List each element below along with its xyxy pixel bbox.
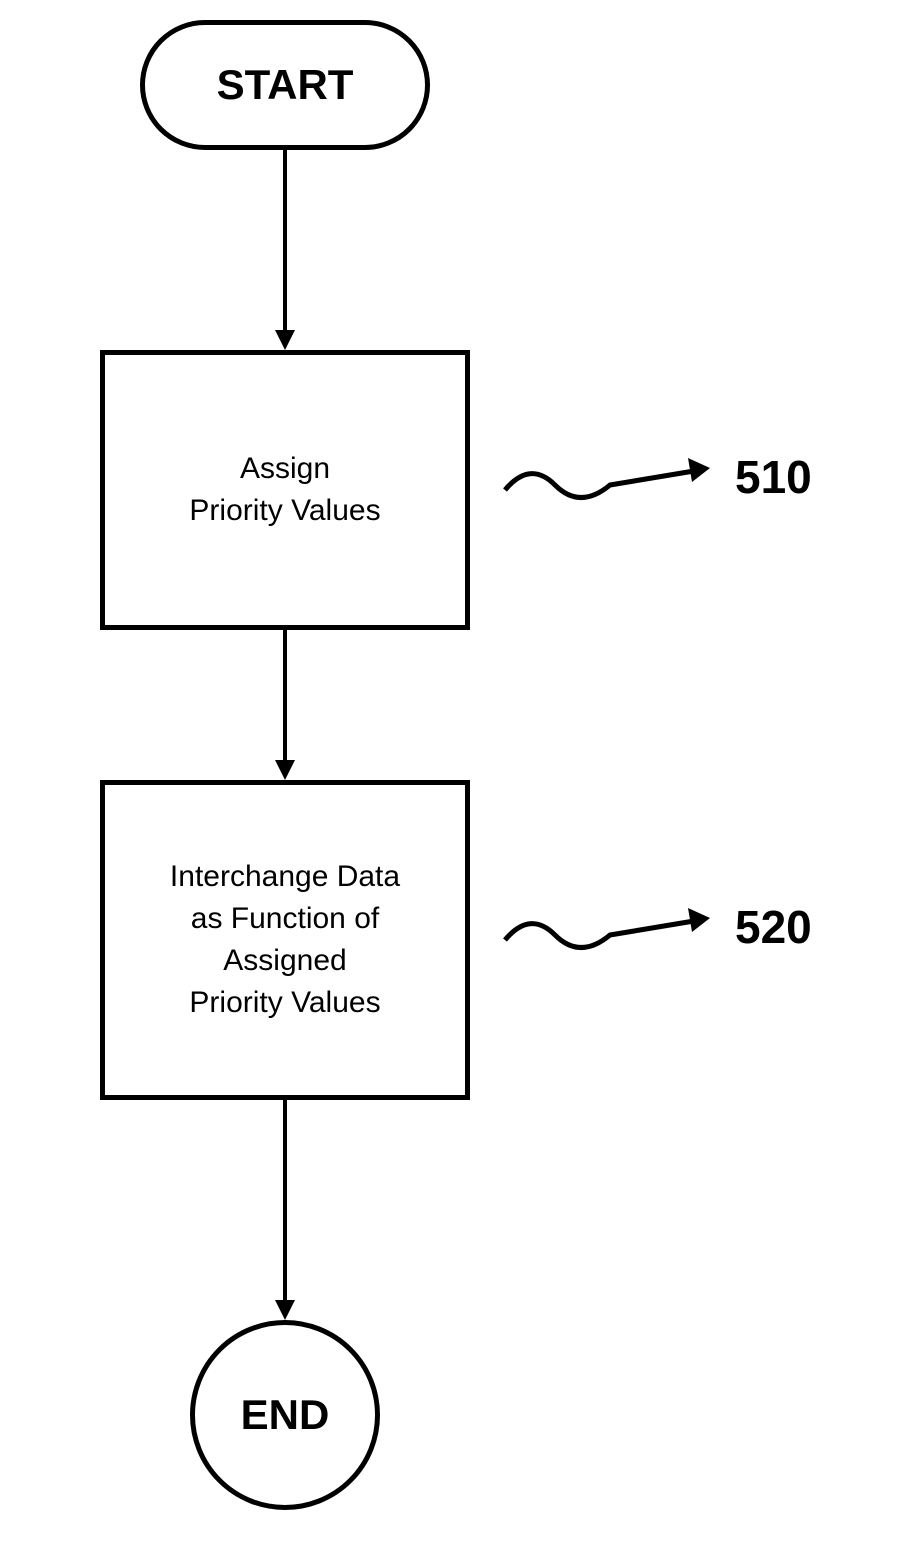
arrow-process2-to-end <box>280 1100 300 1320</box>
start-label: START <box>217 61 354 109</box>
squiggle-ref-510 <box>500 440 720 520</box>
ref-label-510: 510 <box>735 450 812 504</box>
process2-label: Interchange Data as Function of Assigned… <box>170 856 400 1024</box>
process-interchange-data: Interchange Data as Function of Assigned… <box>100 780 470 1100</box>
ref-label-520: 520 <box>735 900 812 954</box>
arrow-start-to-process1 <box>280 150 300 350</box>
process1-label: Assign Priority Values <box>189 448 380 532</box>
end-node: END <box>190 1320 380 1510</box>
arrow-process1-to-process2 <box>280 630 300 780</box>
start-node: START <box>140 20 430 150</box>
process-assign-priority: Assign Priority Values <box>100 350 470 630</box>
flowchart-container: START Assign Priority Values 510 Interch… <box>0 0 913 1567</box>
end-label: END <box>241 1391 330 1439</box>
squiggle-ref-520 <box>500 890 720 970</box>
